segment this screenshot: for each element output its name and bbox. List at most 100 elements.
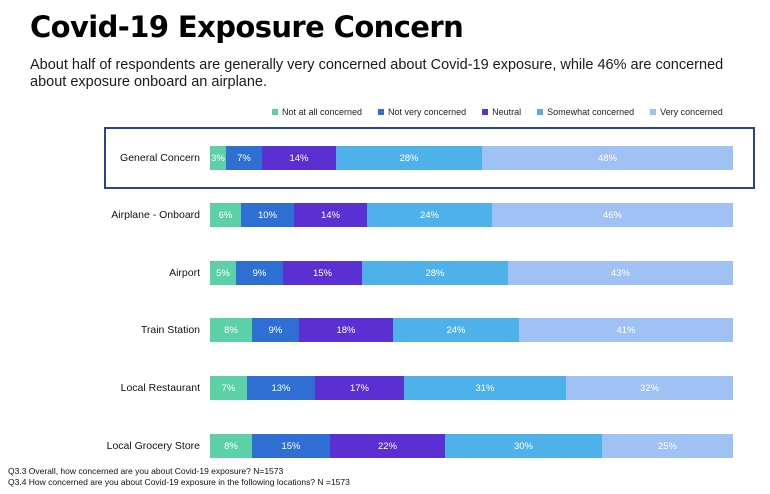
bar-segment: 17% (315, 376, 404, 400)
legend-item: Very concerned (650, 107, 723, 117)
data-label: 32% (639, 382, 659, 394)
data-label: 30% (513, 440, 533, 452)
data-label: 43% (610, 267, 630, 279)
data-label: 22% (377, 440, 397, 452)
legend-swatch (378, 109, 385, 115)
footnote-q3-4: Q3.4 How concerned are you about Covid-1… (8, 477, 350, 487)
legend-swatch (482, 109, 489, 115)
bar-row: Train Station 8% 9% 18% 24% 41% (0, 318, 770, 342)
bar-segment: 24% (393, 318, 519, 342)
bar-segment: 13% (247, 376, 315, 400)
legend-label: Somewhat concerned (547, 107, 635, 117)
bar-segment: 48% (482, 146, 733, 170)
bar-segment: 9% (236, 261, 283, 285)
category-label: Local Grocery Store (106, 440, 200, 452)
bar-segment: 46% (492, 203, 733, 227)
chart-legend: Not at all concerned Not very concerned Ne… (272, 106, 739, 118)
highlight-box (104, 127, 755, 189)
legend-label: Neutral (492, 107, 522, 117)
bar-row: General Concern 3% 7% 14% 28% 48% (0, 146, 770, 170)
legend-label: Not very concerned (388, 107, 467, 117)
category-label: General Concern (120, 152, 200, 164)
data-label: 48% (597, 152, 617, 164)
data-label: 6% (218, 209, 233, 221)
legend-item: Somewhat concerned (537, 107, 634, 117)
legend-item: Neutral (482, 107, 521, 117)
data-label: 9% (268, 324, 283, 336)
bar-segment: 3% (210, 146, 226, 170)
legend-swatch (272, 109, 278, 115)
data-label: 17% (349, 382, 369, 394)
bar-segment: 24% (367, 203, 492, 227)
data-label: 28% (399, 152, 419, 164)
stacked-bar: 6% 10% 14% 24% 46% (210, 203, 733, 227)
category-label: Train Station (140, 324, 200, 336)
stacked-bar: 5% 9% 15% 28% 43% (210, 261, 733, 285)
bar-row: Local Restaurant 7% 13% 17% 31% 32% (0, 376, 770, 400)
category-label: Airplane - Onboard (111, 209, 200, 221)
bar-segment: 25% (602, 434, 733, 458)
stacked-bar: 8% 15% 22% 30% 25% (210, 434, 733, 458)
bar-segment: 7% (226, 146, 262, 170)
page-title: Covid-19 Exposure Concern (30, 10, 464, 44)
bar-segment: 8% (210, 318, 252, 342)
bar-segment: 28% (336, 146, 482, 170)
data-label: 14% (320, 209, 340, 221)
legend-item: Not at all concerned (272, 107, 362, 117)
data-label: 9% (252, 267, 267, 279)
category-label: Airport (169, 267, 200, 279)
data-label: 41% (616, 324, 636, 336)
bar-segment: 15% (252, 434, 330, 458)
bar-segment: 8% (210, 434, 252, 458)
data-label: 46% (602, 209, 622, 221)
bar-row: Local Grocery Store 8% 15% 22% 30% 25% (0, 434, 770, 458)
bar-segment: 6% (210, 203, 241, 227)
legend-item: Not very concerned (378, 107, 466, 117)
bar-segment: 14% (294, 203, 367, 227)
legend-label: Not at all concerned (282, 107, 363, 117)
footnotes: Q3.3 Overall, how concerned are you abou… (8, 466, 350, 488)
bar-segment: 5% (210, 261, 236, 285)
bar-segment: 43% (508, 261, 733, 285)
bar-segment: 22% (330, 434, 445, 458)
data-label: 7% (221, 382, 236, 394)
data-label: 13% (271, 382, 291, 394)
legend-swatch (537, 109, 544, 115)
bar-segment: 41% (519, 318, 733, 342)
data-label: 8% (224, 440, 238, 452)
footnote-q3-3: Q3.3 Overall, how concerned are you abou… (8, 466, 284, 476)
data-label: 31% (475, 382, 495, 394)
stacked-bar: 3% 7% 14% 28% 48% (210, 146, 733, 170)
legend-label: Very concerned (660, 107, 723, 117)
bar-segment: 30% (445, 434, 602, 458)
stacked-bar: 7% 13% 17% 31% 32% (210, 376, 733, 400)
data-label: 15% (312, 267, 332, 279)
bar-segment: 15% (283, 261, 362, 285)
bar-segment: 31% (404, 376, 566, 400)
bar-segment: 10% (241, 203, 294, 227)
bar-segment: 9% (252, 318, 299, 342)
data-label: 10% (257, 209, 277, 221)
data-label: 24% (446, 324, 466, 336)
data-label: 3% (211, 152, 225, 164)
page-subtitle: About half of respondents are generally … (30, 57, 724, 90)
stacked-bar: 8% 9% 18% 24% 41% (210, 318, 733, 342)
data-label: 5% (216, 267, 230, 279)
data-label: 8% (224, 324, 238, 336)
bar-segment: 32% (566, 376, 733, 400)
data-label: 28% (425, 267, 445, 279)
category-label: Local Restaurant (120, 382, 200, 394)
legend-swatch (650, 109, 657, 115)
data-label: 24% (419, 209, 439, 221)
bar-segment: 28% (362, 261, 508, 285)
data-label: 15% (281, 440, 301, 452)
data-label: 25% (657, 440, 677, 452)
bar-segment: 14% (262, 146, 336, 170)
bar-segment: 18% (299, 318, 393, 342)
data-label: 18% (336, 324, 356, 336)
data-label: 14% (289, 152, 309, 164)
bar-row: Airport 5% 9% 15% 28% 43% (0, 261, 770, 285)
bar-row: Airplane - Onboard 6% 10% 14% 24% 46% (0, 203, 770, 227)
data-label: 7% (237, 152, 251, 164)
bar-segment: 7% (210, 376, 247, 400)
